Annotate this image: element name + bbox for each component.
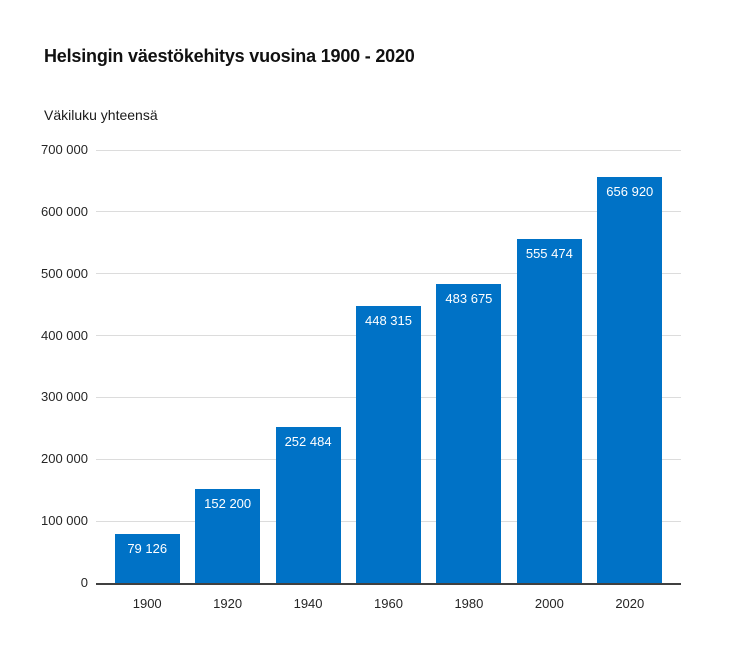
bar-value-label: 483 675 bbox=[445, 290, 493, 306]
y-axis-tick-label: 300 000 bbox=[41, 389, 88, 405]
y-axis-tick-label: 600 000 bbox=[41, 203, 88, 219]
gridline bbox=[96, 211, 681, 213]
x-axis-tick-label: 1920 bbox=[213, 596, 243, 611]
x-axis-tick-label: 1900 bbox=[132, 596, 162, 611]
bar-value-label: 79 126 bbox=[127, 541, 168, 557]
y-axis-tick-label: 400 000 bbox=[41, 327, 88, 343]
bar-value-label: 555 474 bbox=[525, 246, 573, 262]
y-axis-tick-label: 700 000 bbox=[41, 142, 88, 157]
y-axis-tick-label: 0 bbox=[80, 575, 88, 590]
x-axis-tick-label: 2000 bbox=[534, 596, 564, 611]
bar: 152 200 bbox=[195, 488, 261, 583]
x-axis-tick-label: 1960 bbox=[374, 596, 403, 611]
gridline bbox=[96, 149, 681, 151]
bar-value-label: 448 315 bbox=[365, 312, 412, 328]
y-axis-tick-label: 100 000 bbox=[41, 513, 88, 529]
bar: 555 474 bbox=[516, 239, 582, 583]
gridline bbox=[96, 273, 681, 275]
bar: 656 920 bbox=[597, 176, 663, 583]
bar: 448 315 bbox=[356, 305, 421, 583]
bar: 79 126 bbox=[114, 534, 180, 583]
x-axis-tick-label: 1980 bbox=[454, 596, 484, 611]
x-axis-tick-label: 2020 bbox=[615, 596, 645, 611]
x-axis-tick-label: 1940 bbox=[293, 596, 323, 611]
bar: 252 484 bbox=[275, 426, 341, 583]
y-axis-tick-label: 200 000 bbox=[41, 451, 88, 467]
chart-title: Helsingin väestökehitys vuosina 1900 - 2… bbox=[44, 46, 415, 66]
bar: 483 675 bbox=[436, 283, 502, 583]
bar-value-label: 152 200 bbox=[204, 495, 252, 511]
bar-value-label: 252 484 bbox=[284, 433, 332, 449]
chart-subtitle: Väkiluku yhteensä bbox=[44, 107, 158, 123]
x-axis-line bbox=[96, 583, 681, 585]
bar-value-label: 656 920 bbox=[606, 183, 654, 199]
y-axis-tick-label: 500 000 bbox=[41, 265, 88, 281]
